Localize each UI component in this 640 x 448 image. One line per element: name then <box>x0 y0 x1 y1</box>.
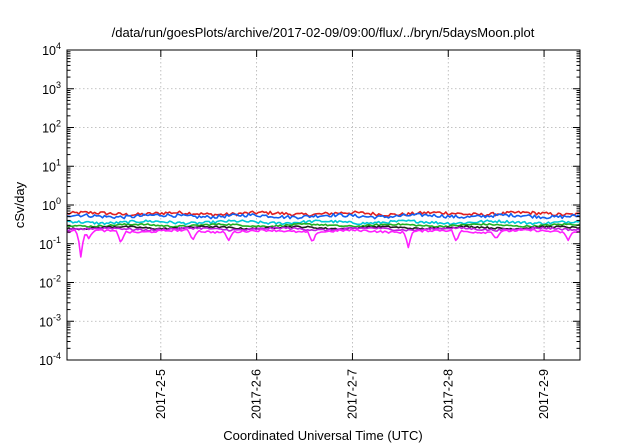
x-tick-label: 2017-2-8 <box>441 369 455 419</box>
y-tick-label: 10-3 <box>39 312 61 329</box>
x-axis-label: Coordinated Universal Time (UTC) <box>223 428 422 443</box>
x-tick-label: 2017-2-6 <box>250 369 264 419</box>
series-line <box>66 222 581 228</box>
y-tick-label: 104 <box>42 41 61 58</box>
y-axis: 10-4 10-3 10-2 10-1 100 101 102 103 104 <box>39 41 580 368</box>
series-line <box>66 212 581 220</box>
y-tick-label: 102 <box>42 119 61 136</box>
series-line <box>66 226 581 232</box>
x-tick-label: 2017-2-5 <box>154 369 168 419</box>
x-tick-label: 2017-2-9 <box>537 369 551 419</box>
series-line <box>66 228 581 258</box>
y-tick-label: 10-2 <box>39 274 61 291</box>
y-tick-label: 103 <box>42 80 61 97</box>
y-tick-label: 10-1 <box>39 235 61 252</box>
y-tick-label: 100 <box>42 196 61 213</box>
x-tick-label: 2017-2-7 <box>345 369 359 419</box>
series-layer <box>66 210 581 258</box>
series-line <box>66 219 581 226</box>
y-tick-label: 101 <box>42 157 61 174</box>
chart-title: /data/run/goesPlots/archive/2017-02-09/0… <box>112 25 535 40</box>
grid <box>67 50 580 360</box>
y-tick-label: 10-4 <box>39 351 61 368</box>
y-axis-label: cSv/day <box>12 181 27 228</box>
x-axis: 2017-2-5 2017-2-6 2017-2-7 2017-2-8 2017-2-9 <box>154 50 551 419</box>
